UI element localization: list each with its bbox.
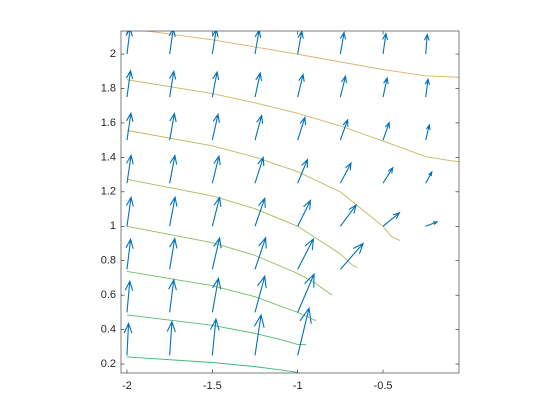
vector-arrow xyxy=(382,32,389,55)
quiver-layer xyxy=(123,31,439,356)
y-tick-label: 1.6 xyxy=(101,117,116,129)
vector-arrow xyxy=(211,236,222,270)
vector-arrow xyxy=(339,31,347,55)
vector-arrow xyxy=(169,237,178,270)
vector-arrow xyxy=(424,77,431,98)
contour-layer xyxy=(126,31,459,373)
vector-arrow xyxy=(339,74,347,98)
contour-line xyxy=(144,31,459,78)
vector-arrow xyxy=(339,161,352,184)
vector-arrow xyxy=(124,279,134,313)
vector-arrow xyxy=(297,158,309,184)
vector-arrow xyxy=(382,121,390,141)
vector-arrow xyxy=(254,196,266,227)
contour-line xyxy=(126,79,459,163)
vector-arrow xyxy=(211,31,219,55)
vector-arrow xyxy=(169,112,177,141)
vector-arrow xyxy=(297,115,307,141)
vector-arrow xyxy=(169,154,178,184)
vector-arrow xyxy=(382,166,394,184)
vector-arrow xyxy=(254,71,263,98)
y-tick-label: 2 xyxy=(110,48,116,60)
axis-layer: -2 -1.5 -1 -0.5 0.2 0.4 0.6 0.8 1 1.2 1.4 1.6 1.8 2 xyxy=(101,30,460,392)
contour-line xyxy=(126,270,317,321)
vector-arrow xyxy=(125,69,134,98)
vector-arrow xyxy=(125,195,134,227)
vector-arrow xyxy=(425,123,431,141)
vector-arrow xyxy=(168,278,177,313)
vector-arrow xyxy=(254,274,267,313)
vector-arrow xyxy=(211,70,220,98)
y-tick-label: 1.4 xyxy=(101,151,116,163)
x-tick-label: -0.5 xyxy=(374,380,393,392)
vector-arrow xyxy=(126,111,134,141)
contour-line xyxy=(126,225,333,296)
vector-arrow xyxy=(254,31,262,55)
contour-line xyxy=(126,129,401,241)
vector-arrow xyxy=(253,313,265,356)
vector-arrow xyxy=(126,153,134,184)
vector-arrow xyxy=(297,272,315,313)
vector-arrow xyxy=(254,114,264,141)
vector-arrow xyxy=(339,203,357,227)
vector-arrow xyxy=(166,320,176,356)
vector-arrow xyxy=(123,321,133,356)
vector-arrow xyxy=(297,237,315,270)
y-tick-label: 1.8 xyxy=(101,82,116,94)
vector-arrow xyxy=(125,237,134,270)
vector-arrow xyxy=(125,31,133,55)
vector-arrow xyxy=(254,236,267,270)
y-tick-label: 0.4 xyxy=(101,324,116,336)
vector-arrow xyxy=(423,32,430,55)
vector-arrow xyxy=(209,317,220,356)
vector-arrow xyxy=(211,112,220,141)
y-tick-label: 0.2 xyxy=(101,358,116,370)
contour-line xyxy=(126,314,307,346)
x-tick-label: -1.5 xyxy=(203,380,222,392)
vector-arrow xyxy=(211,276,222,313)
vector-arrow xyxy=(211,154,221,184)
y-tick-label: 1.2 xyxy=(101,186,116,198)
vector-arrow xyxy=(382,76,389,98)
vector-arrow xyxy=(425,170,433,184)
vector-arrow xyxy=(254,155,265,184)
vector-arrow xyxy=(168,69,177,98)
x-tick-label: -2 xyxy=(122,380,132,392)
vector-arrow xyxy=(339,118,349,141)
y-tick-label: 0.6 xyxy=(101,289,116,301)
vector-arrow xyxy=(169,195,178,227)
vector-arrow xyxy=(382,211,401,227)
y-tick-label: 0.8 xyxy=(101,255,116,267)
vector-arrow xyxy=(425,221,439,227)
vector-arrow xyxy=(339,242,365,270)
vector-arrow xyxy=(211,195,222,227)
y-tick-label: 1 xyxy=(110,220,116,232)
vector-arrow xyxy=(168,31,176,55)
vector-arrow xyxy=(297,199,312,227)
contour-line xyxy=(126,356,298,373)
vector-arrow xyxy=(297,31,304,55)
axes-box xyxy=(120,30,460,374)
vector-arrow xyxy=(297,73,305,98)
vector-arrow xyxy=(297,306,312,356)
x-tick-label: -1 xyxy=(293,380,303,392)
